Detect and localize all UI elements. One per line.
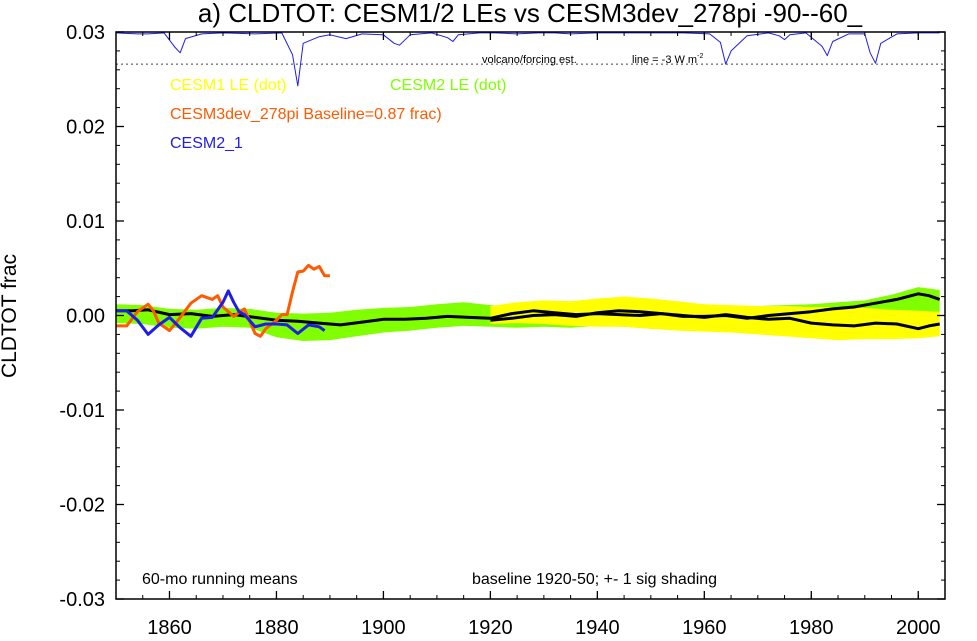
series-lines <box>116 32 941 338</box>
line-cesm3dev-278pi-baseline-0-87-frac- <box>116 263 330 338</box>
y-tick-label: 0.03 <box>66 22 105 44</box>
volcano-label: volcano/forcing est. <box>482 54 577 66</box>
band-cesm1-le-dot- <box>490 296 940 341</box>
x-tick-label: 1980 <box>789 617 834 639</box>
y-tick-label: -0.02 <box>59 495 105 517</box>
x-tick-label: 1940 <box>575 617 620 639</box>
y-tick-label: 0.02 <box>66 117 105 139</box>
x-tick-label: 1860 <box>147 617 192 639</box>
y-tick-label: 0.00 <box>66 306 105 328</box>
legend-cesm2-1: CESM2_1 <box>170 135 243 152</box>
x-tick-label: 1900 <box>361 617 406 639</box>
line-cesm2-1 <box>116 289 326 338</box>
x-tick-label: 1920 <box>468 617 513 639</box>
forcing-line-note-sup: -2 <box>697 53 703 60</box>
line-cesm1-le-mean <box>490 309 940 331</box>
chart-title: a) CLDTOT: CESM1/2 LEs vs CESM3dev_278pi… <box>198 0 863 28</box>
y-tick-label: -0.01 <box>59 400 105 422</box>
x-tick-label: 1960 <box>682 617 727 639</box>
axes: 0.03 0.02 0.01 0.00 -0.01 -0.02 -0.03 1860 1880 1… <box>59 22 946 639</box>
legend-cesm2: CESM2 LE (dot) <box>390 77 506 94</box>
x-tick-label: 2000 <box>896 617 941 639</box>
baseline-note: baseline 1920-50; +- 1 sig shading <box>472 571 717 588</box>
running-means-note: 60-mo running means <box>142 571 298 588</box>
y-axis-label: CLDTOT frac <box>0 254 21 378</box>
x-tick-label: 1880 <box>254 617 299 639</box>
legend-cesm1: CESM1 LE (dot) <box>170 77 286 94</box>
y-tick-label: 0.01 <box>66 211 105 233</box>
legend-cesm3: CESM3dev_278pi Baseline=0.87 frac) <box>170 106 442 123</box>
y-tick-label: -0.03 <box>59 589 105 611</box>
forcing-line-note: line = -3 W m-2 <box>632 53 703 66</box>
forcing-line-note-text: line = -3 W m <box>632 54 697 66</box>
